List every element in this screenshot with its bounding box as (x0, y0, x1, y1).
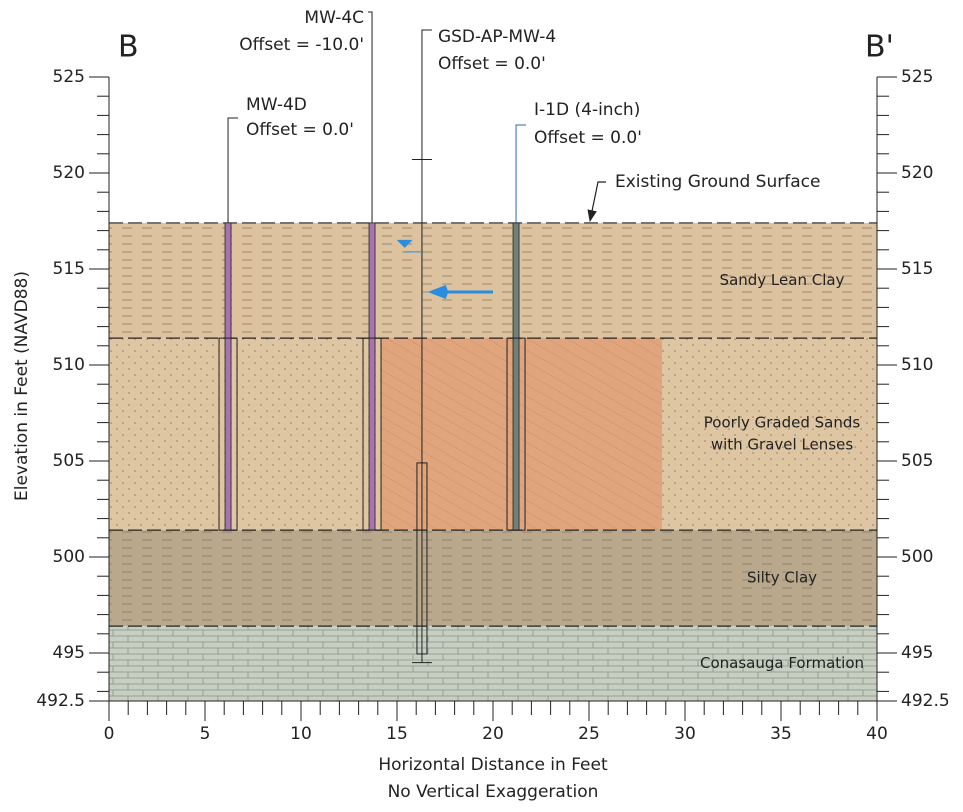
x-tick-label: 25 (578, 724, 600, 744)
x-tick-label: 5 (200, 724, 211, 744)
well-offset: Offset = -10.0' (239, 35, 364, 55)
layer-pattern (109, 530, 877, 627)
x-tick-label: 15 (386, 724, 408, 744)
y-tick-label: 510 (53, 355, 85, 375)
x-axis-note: No Vertical Exaggeration (388, 782, 599, 802)
layer-pattern (109, 222, 877, 339)
y-tick-label: 500 (53, 547, 85, 567)
section-end: B' (865, 30, 894, 65)
y-tick-label: 525 (53, 67, 85, 87)
x-tick-label: 10 (290, 724, 312, 744)
ground-surface-leader (587, 181, 606, 223)
layer-label: Conasauga Formation (700, 654, 864, 672)
boring-screen (416, 462, 428, 655)
x-tick-label: 30 (674, 724, 696, 744)
layer-label: with Gravel Lenses (711, 436, 853, 454)
y-tick-label: 525 (901, 67, 933, 87)
boring-name: GSD-AP-MW-4 (438, 27, 556, 47)
x-tick-label: 0 (104, 724, 115, 744)
boring-offset: Offset = 0.0' (438, 54, 546, 74)
well-leader (515, 124, 527, 223)
y-tick-label: 500 (901, 547, 933, 567)
well-name: MW-4D (246, 95, 307, 115)
y-tick-label: 515 (901, 259, 933, 279)
well-screen (362, 337, 382, 531)
y-tick-label: 495 (901, 643, 933, 663)
y-tick-label: 520 (901, 163, 933, 183)
y-tick-label: 492.5 (36, 691, 85, 711)
section-start: B (118, 30, 139, 65)
x-tick-label: 20 (482, 724, 504, 744)
layer-pattern (109, 626, 877, 701)
y-tick-label: 515 (53, 259, 85, 279)
well-casing (368, 222, 376, 531)
y-tick-label: 520 (53, 163, 85, 183)
water-level (396, 239, 413, 248)
well-leader (368, 11, 373, 223)
y-tick-label: 510 (901, 355, 933, 375)
well-screen (506, 337, 526, 531)
y-tick-label: 505 (53, 451, 85, 471)
y-tick-label: 505 (901, 451, 933, 471)
well-casing (224, 222, 232, 531)
well-name: I-1D (4-inch) (534, 100, 640, 120)
well-name: MW-4C (304, 8, 364, 28)
well-screen (218, 337, 238, 531)
well-casing (512, 222, 520, 531)
y-tick-label: 492.5 (901, 691, 950, 711)
x-tick-label: 40 (866, 724, 888, 744)
zone-hatch (381, 338, 662, 531)
layer-label: Sandy Lean Clay (720, 271, 845, 289)
layer-label: Silty Clay (747, 569, 817, 587)
layer-label: Poorly Graded Sands (704, 414, 861, 432)
y-tick-label: 495 (53, 643, 85, 663)
flow-arrow (427, 285, 493, 300)
well-offset: Offset = 0.0' (246, 120, 354, 140)
boring-leader (421, 29, 432, 160)
x-axis-label: Horizontal Distance in Feet (378, 755, 608, 775)
x-tick-label: 35 (770, 724, 792, 744)
well-offset: Offset = 0.0' (534, 128, 642, 148)
well-leader (227, 117, 239, 223)
ground-surface-label: Existing Ground Surface (615, 172, 820, 192)
y-axis-label: Elevation in Feet (NAVD88) (12, 271, 32, 501)
